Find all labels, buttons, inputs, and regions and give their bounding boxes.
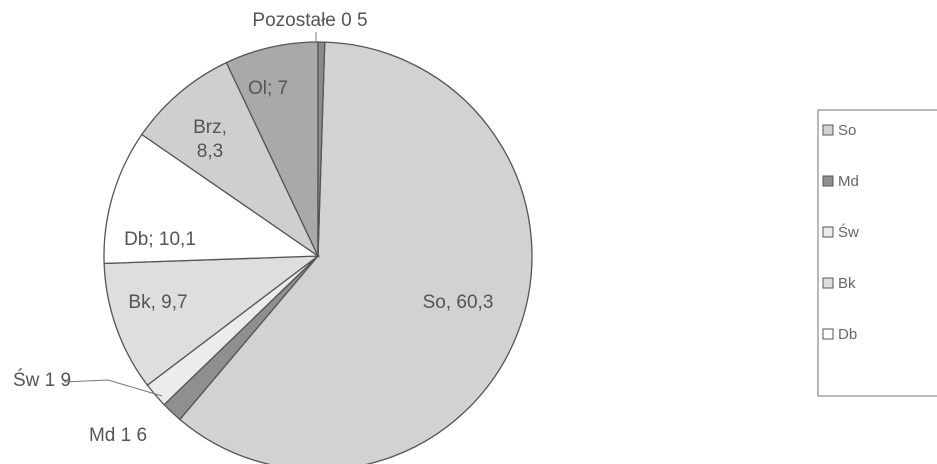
pie-slice-so <box>178 41 533 464</box>
legend-swatch-św <box>822 226 834 238</box>
pie-slice-db <box>103 133 320 265</box>
leader-sw <box>63 379 163 397</box>
legend-box <box>817 109 937 397</box>
legend-label-db: Db <box>838 326 857 343</box>
legend-label-św: Św <box>838 223 859 241</box>
slice-label-md: Md 1 6 <box>89 425 147 446</box>
legend-swatch-bk <box>822 277 834 289</box>
pie-slice-bk <box>103 255 321 387</box>
slice-label-św: Św 1 9 <box>13 369 71 391</box>
pie-slice-brz <box>140 61 320 258</box>
pie-slice-pozostałe <box>317 41 326 257</box>
legend: So Md Św Bk Db <box>817 109 937 397</box>
legend-swatch-md <box>822 175 834 187</box>
slice-label-ol: Ol; 7 <box>248 78 288 99</box>
legend-swatch-so <box>822 124 834 136</box>
slice-label-bk: Bk, 9,7 <box>128 292 187 313</box>
pie-slices <box>103 41 533 464</box>
legend-swatch-db <box>822 328 834 340</box>
slice-label-so: So, 60,3 <box>423 292 494 313</box>
slice-label-pozostałe: Pozostałe 0 5 <box>252 10 367 31</box>
slice-label-db: Db; 10,1 <box>124 229 196 250</box>
slice-label-brz: Brz, 8,3 <box>193 117 227 162</box>
legend-label-so: So <box>838 122 856 139</box>
legend-label-bk: Bk <box>838 275 856 292</box>
legend-label-md: Md <box>838 173 859 190</box>
slice-labels: So, 60,3 Md 1 6 Św 1 9 Bk, 9,7 Db; 10,1 Brz, 8… <box>13 10 493 446</box>
